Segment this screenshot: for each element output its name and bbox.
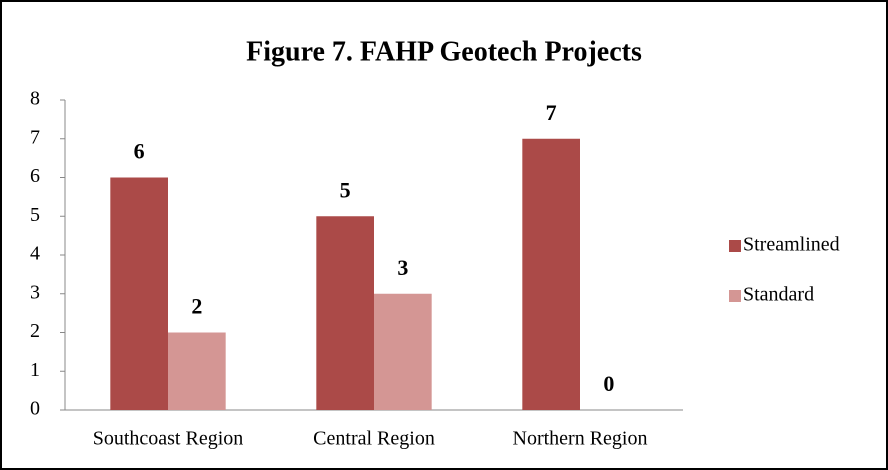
legend-label: Standard <box>743 284 814 306</box>
y-tick-label: 3 <box>30 281 40 303</box>
data-label: 6 <box>134 139 145 164</box>
y-tick-label: 0 <box>30 398 40 420</box>
y-tick-label: 1 <box>30 359 40 381</box>
y-tick-label: 7 <box>30 126 40 148</box>
bar <box>522 138 580 410</box>
data-label: 2 <box>191 294 202 319</box>
data-label: 7 <box>546 100 557 125</box>
y-tick-label: 5 <box>30 204 40 226</box>
legend-swatch <box>729 290 741 302</box>
data-label: 0 <box>603 371 614 396</box>
legend-label: Streamlined <box>743 234 840 256</box>
y-tick-label: 6 <box>30 165 40 187</box>
bar <box>110 177 168 410</box>
x-tick-label: Northern Region <box>513 428 648 450</box>
bar <box>316 216 374 410</box>
legend-swatch <box>729 240 741 252</box>
x-tick-label: Southcoast Region <box>93 428 244 450</box>
bar <box>168 332 226 410</box>
chart-title: Figure 7. FAHP Geotech Projects <box>246 36 642 67</box>
y-tick-label: 2 <box>30 320 40 342</box>
data-label: 5 <box>340 177 351 202</box>
bar <box>374 293 432 410</box>
y-tick-label: 8 <box>30 88 40 110</box>
y-tick-label: 4 <box>30 243 40 265</box>
data-label: 3 <box>397 255 408 280</box>
x-tick-label: Central Region <box>313 428 435 450</box>
